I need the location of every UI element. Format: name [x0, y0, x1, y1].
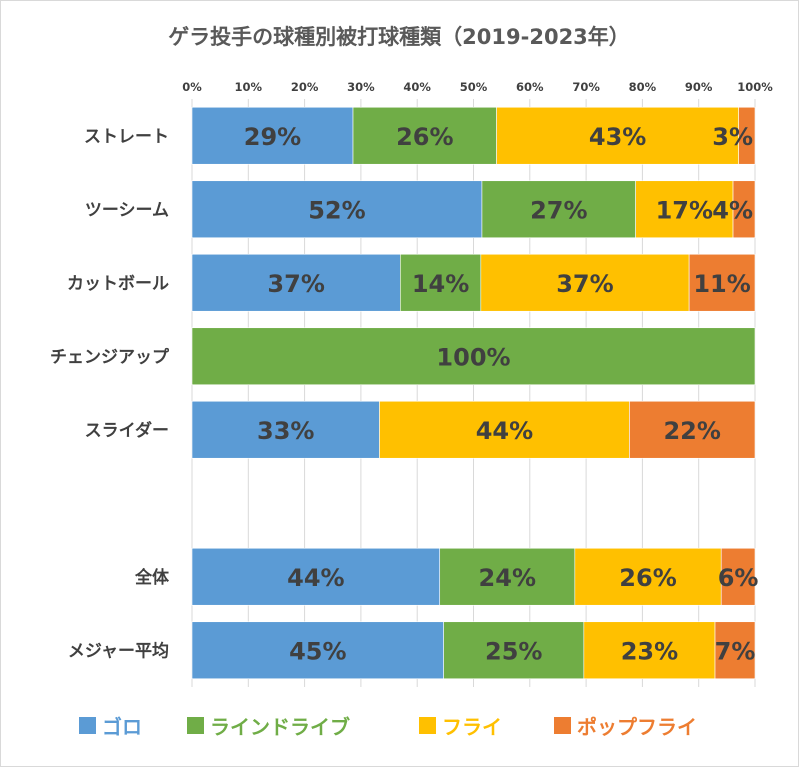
data-label: 44% — [476, 417, 533, 445]
data-label: 11% — [693, 270, 750, 298]
legend-item[interactable]: ポップフライ — [554, 715, 697, 739]
x-tick-label: 90% — [685, 80, 713, 94]
legend-item[interactable]: ラインドライブ — [187, 715, 350, 739]
x-tick-label: 100% — [737, 80, 773, 94]
data-label: 100% — [436, 343, 510, 371]
data-label: 29% — [244, 123, 301, 151]
data-label: 37% — [267, 270, 324, 298]
x-tick-label: 80% — [629, 80, 657, 94]
x-tick-label: 50% — [460, 80, 488, 94]
legend-swatch — [419, 717, 436, 734]
bar-segment — [352, 106, 497, 165]
data-label: 44% — [287, 564, 344, 592]
bar-segment — [738, 106, 756, 165]
category-label: チェンジアップ — [50, 346, 170, 367]
legend-swatch — [554, 717, 571, 734]
legend-swatch — [79, 717, 96, 734]
legend-swatch — [187, 717, 204, 734]
legend-label: フライ — [442, 715, 502, 739]
data-label: 27% — [530, 196, 587, 224]
data-label: 52% — [308, 196, 365, 224]
bar-segment — [574, 547, 722, 606]
data-label: 37% — [556, 270, 613, 298]
data-label: 23% — [621, 637, 678, 665]
data-label: 4% — [712, 196, 753, 224]
data-label: 6% — [718, 564, 759, 592]
bar-segment — [720, 547, 756, 606]
data-label: 22% — [663, 417, 720, 445]
x-tick-label: 20% — [291, 80, 319, 94]
data-label: 17% — [656, 196, 713, 224]
chart-title: ゲラ投手の球種別被打球種類（2019-2023年） — [168, 25, 630, 49]
bar-segment — [191, 253, 401, 312]
bar-segment — [191, 106, 354, 165]
data-label: 33% — [257, 417, 314, 445]
category-label: ツーシーム — [85, 200, 169, 220]
category-label: ストレート — [84, 127, 169, 147]
legend-item[interactable]: ゴロ — [79, 715, 142, 739]
bar-segment — [732, 180, 756, 239]
bar-segment — [400, 253, 482, 312]
category-label: スライダー — [85, 420, 169, 441]
bar-segment — [583, 621, 716, 680]
data-label: 7% — [715, 637, 756, 665]
bar-segment — [191, 547, 441, 606]
bar-segment — [439, 547, 576, 606]
data-label: 26% — [396, 123, 453, 151]
legend-label: ラインドライブ — [210, 715, 350, 739]
data-labels: 29% 26% 43% 3% 52% 27% 17% 4% 37% 14% 37% 11% 100% 33… — [244, 123, 759, 666]
bar-segment — [191, 327, 756, 386]
data-label: 45% — [289, 637, 346, 665]
bar-segment — [714, 621, 756, 680]
bars — [191, 106, 756, 680]
category-label: カットボール — [67, 274, 169, 294]
bar-segment — [481, 180, 636, 239]
x-tick-label: 0% — [182, 80, 202, 94]
x-tick-label: 30% — [347, 80, 375, 94]
category-label: メジャー平均 — [68, 640, 169, 661]
data-label: 14% — [412, 270, 469, 298]
bar-segment — [629, 400, 756, 459]
bar-segment — [480, 253, 690, 312]
legend[interactable]: ゴロ ラインドライブ フライ ポップフライ — [79, 715, 697, 739]
legend-item[interactable]: フライ — [419, 715, 502, 739]
bar-segment — [635, 180, 734, 239]
x-tick-label: 60% — [516, 80, 544, 94]
bar-segment — [443, 621, 585, 680]
bar-segment — [496, 106, 739, 165]
category-label: 全体 — [134, 567, 170, 588]
data-label: 3% — [712, 123, 753, 151]
data-label: 25% — [485, 637, 542, 665]
x-tick-label: 40% — [403, 80, 431, 94]
x-axis-ticks: 0% 10% 20% 30% 40% 50% 60% 70% 80% 90% 100% — [182, 80, 773, 94]
x-tick-label: 10% — [235, 80, 263, 94]
legend-label: ポップフライ — [577, 715, 697, 739]
legend-label: ゴロ — [102, 715, 142, 739]
bar-segment — [379, 400, 630, 459]
data-label: 24% — [479, 564, 536, 592]
data-label: 43% — [589, 123, 646, 151]
data-label: 26% — [619, 564, 676, 592]
bar-segment — [191, 621, 444, 680]
bar-segment — [688, 253, 756, 312]
x-tick-label: 70% — [572, 80, 600, 94]
